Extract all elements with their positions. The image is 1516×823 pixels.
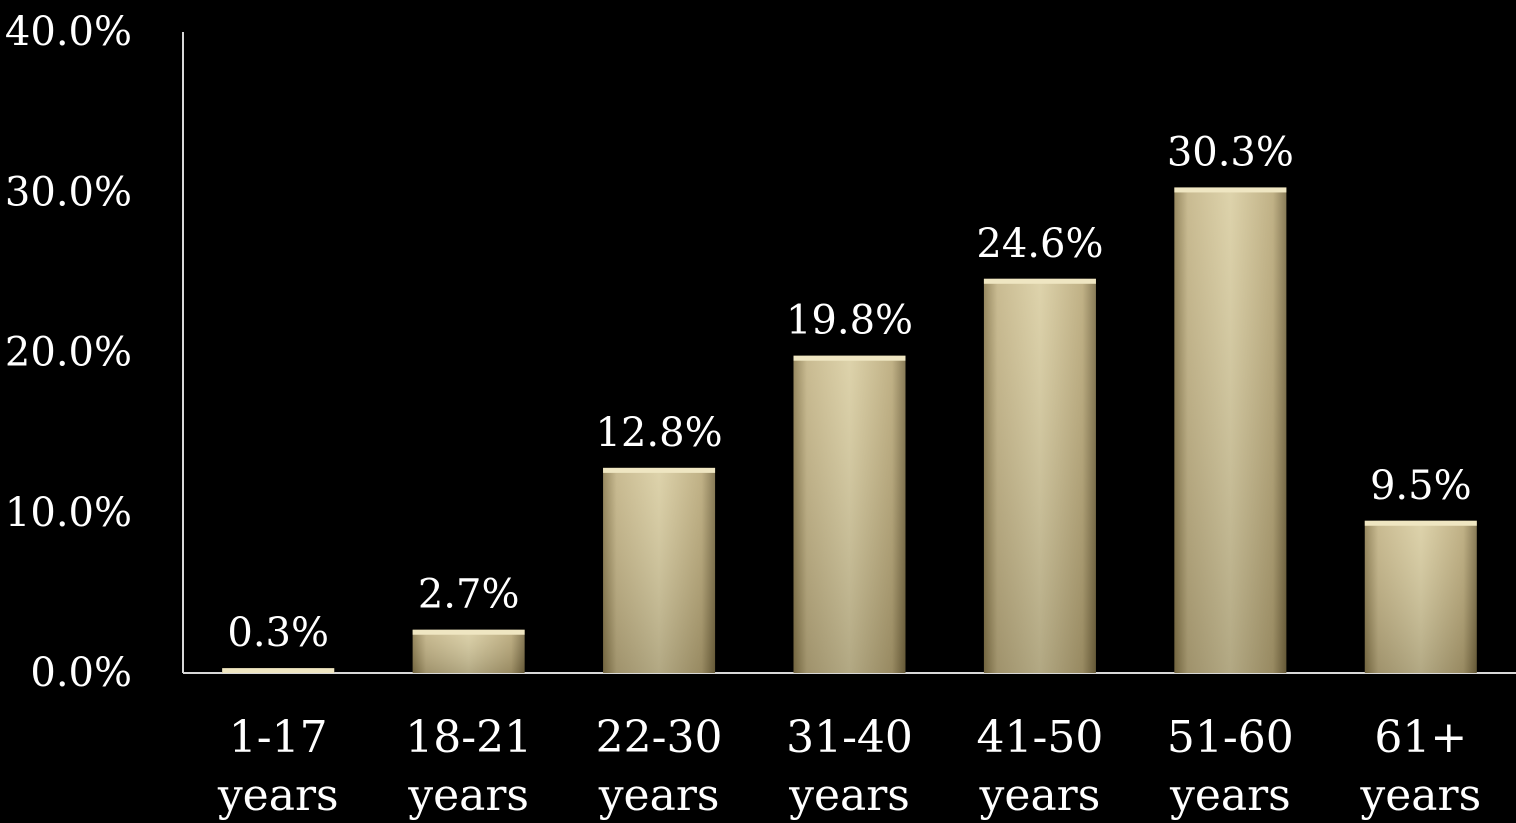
data-label: 9.5% (1370, 463, 1472, 509)
data-label: 2.7% (418, 572, 520, 618)
category-label-unit: years (217, 770, 339, 821)
y-tick-label: 20.0% (5, 330, 132, 376)
data-label: 30.3% (1167, 129, 1294, 175)
y-tick-label: 40.0% (5, 9, 132, 55)
bar (412, 629, 525, 673)
bar (222, 668, 335, 673)
category-label: 22-30 (596, 712, 723, 763)
category-label: 41-50 (977, 712, 1104, 763)
category-label-unit: years (788, 770, 910, 821)
category-label-unit: years (407, 770, 529, 821)
y-tick-label: 30.0% (5, 169, 132, 215)
y-tick-label: 0.0% (30, 650, 132, 696)
bar (1364, 520, 1477, 673)
category-label: 31-40 (786, 712, 913, 763)
data-label: 19.8% (786, 298, 913, 344)
bar (1174, 187, 1287, 673)
category-label-unit: years (1359, 770, 1481, 821)
bars (222, 187, 1477, 673)
category-label-unit: years (1169, 770, 1291, 821)
data-label: 0.3% (227, 610, 329, 656)
bar (983, 278, 1096, 673)
category-label: 61+ (1374, 712, 1467, 763)
y-axis: 0.0% 10.0% 20.0% 30.0% 40.0% (5, 9, 184, 696)
category-label: 18-21 (405, 712, 532, 763)
bar (793, 355, 906, 673)
category-label-unit: years (598, 770, 720, 821)
category-labels: 1-17 years 18-21 years 22-30 years 31-40 years 4… (217, 712, 1481, 821)
y-tick-label: 10.0% (5, 490, 132, 536)
data-label: 24.6% (976, 221, 1103, 267)
category-label-unit: years (979, 770, 1101, 821)
data-labels: 0.3% 2.7% 12.8% 19.8% 24.6% 30.3% 9.5% (227, 129, 1471, 656)
bar (603, 467, 716, 673)
category-label: 1-17 (229, 712, 328, 763)
data-label: 12.8% (596, 410, 723, 456)
category-label: 51-60 (1167, 712, 1294, 763)
